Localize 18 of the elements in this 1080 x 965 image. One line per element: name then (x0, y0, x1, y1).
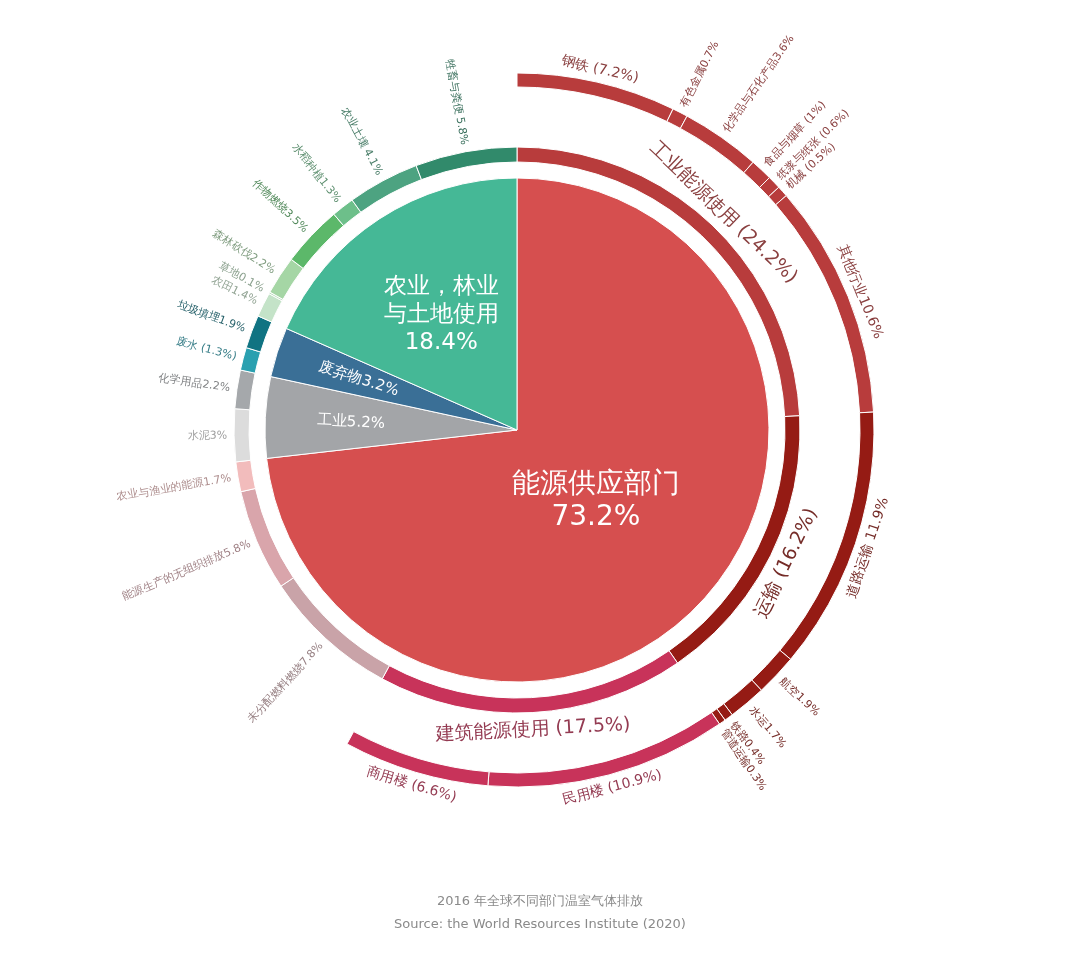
data-label: 能源生产的无组织排放5.8% (120, 537, 253, 604)
data-label: 有色金属0.7% (677, 38, 722, 109)
text: 2016 年全球不同部门温室气体排放 (436, 893, 644, 908)
data-label: 道路运输 11.9% (842, 495, 892, 600)
data-label: 农业与渔业的能源1.7% (115, 471, 233, 504)
data-label: 牲畜与粪便 5.8% (442, 58, 472, 146)
data-label: 农业土壤 4.1% (338, 104, 386, 178)
data-label: 能源供应部门 73.2% (511, 465, 680, 533)
data-label: 废弃物3.2% (316, 356, 402, 400)
data-label: 水泥3% (187, 428, 228, 443)
data-label: 工业5.2% (316, 410, 386, 432)
data-label: 农业，林业与土地使用 18.4% (383, 271, 499, 354)
data-label: 废水 (1.3%) (174, 334, 239, 363)
data-label: 垃圾填埋1.9% (174, 297, 248, 335)
data-label: 化学用品2.2% (157, 370, 232, 395)
source-note: Source: the World Resources Institute (2020) (394, 916, 686, 931)
data-label: 钢铁 (7.2%) (558, 51, 641, 86)
data-label: 建筑能源使用 (17.5%) (433, 711, 631, 745)
